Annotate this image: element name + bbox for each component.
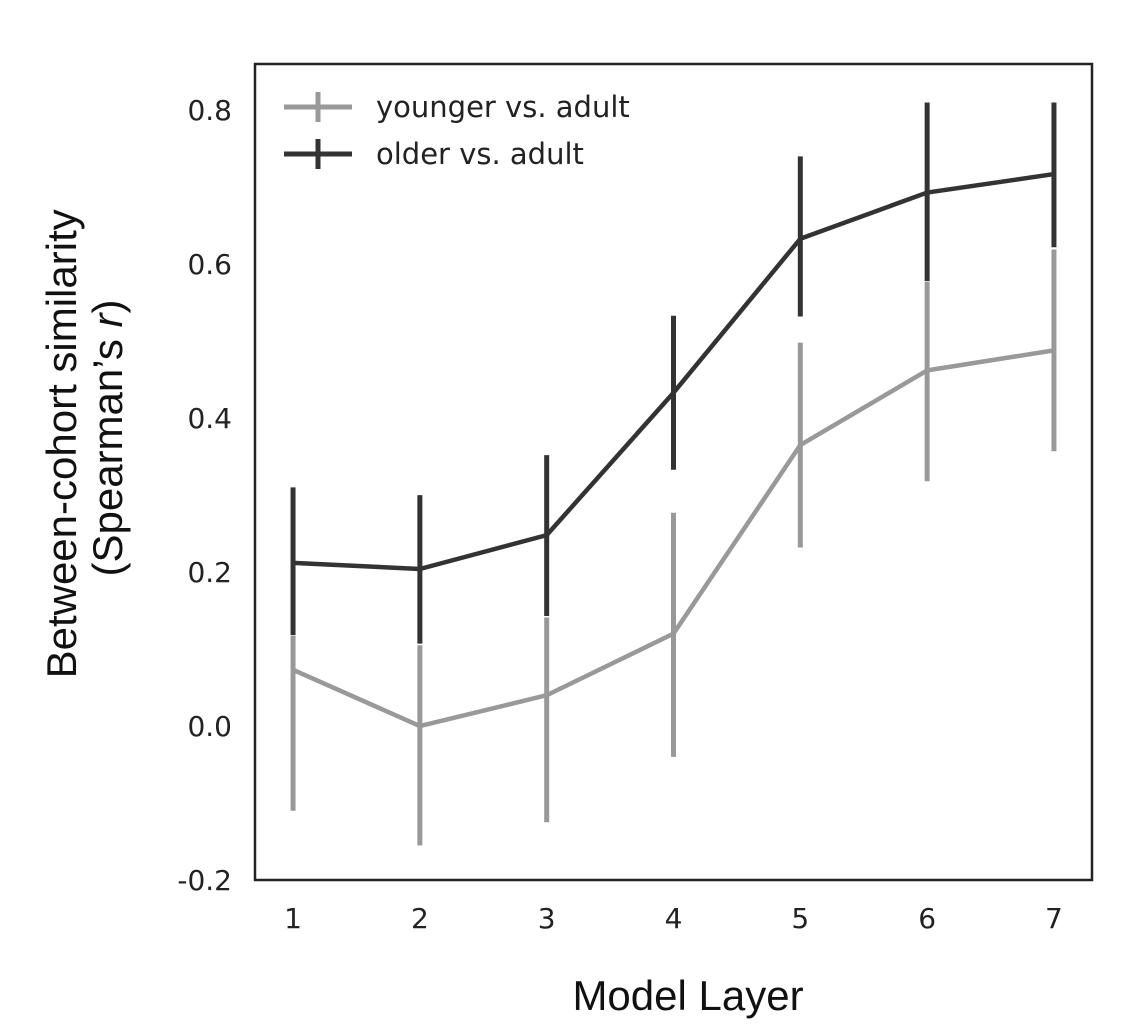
series-line: [290, 348, 1057, 729]
y-tick-labels: -0.2 0.0 0.2 0.4 0.6 0.8: [177, 94, 232, 897]
y-axis-label-line1: Between-cohort similarity: [38, 209, 85, 678]
x-tick-label: 4: [665, 902, 683, 935]
x-tick-labels: 1 2 3 4 5 6 7: [284, 902, 1063, 935]
series-2: [290, 102, 1057, 644]
series-layer: [290, 102, 1057, 846]
plot-frame: [253, 62, 1094, 882]
y-tick-label: -0.2: [177, 864, 232, 897]
y-axis-label-variable: r: [84, 311, 131, 327]
y-axis-label-prefix: (Spearman’s: [84, 327, 131, 576]
y-tick-label: 0.8: [187, 94, 232, 127]
legend: younger vs. adult older vs. adult: [284, 90, 630, 171]
x-tick-label: 1: [284, 902, 302, 935]
y-axis-label-suffix: ): [84, 299, 131, 313]
legend-label: older vs. adult: [376, 137, 584, 171]
y-axis-label-line2: (Spearman’s r): [84, 299, 131, 576]
x-tick-label: 3: [538, 902, 556, 935]
y-tick-label: 0.6: [187, 248, 232, 281]
legend-item: younger vs. adult: [284, 90, 630, 124]
series-1: [290, 249, 1057, 846]
legend-item: older vs. adult: [284, 137, 584, 171]
x-tick-label: 2: [411, 902, 429, 935]
series-line: [290, 171, 1057, 572]
y-tick-label: 0.4: [187, 402, 232, 435]
y-tick-label: 0.2: [187, 556, 232, 589]
x-tick-label: 5: [791, 902, 809, 935]
y-tick-label: 0.0: [187, 710, 232, 743]
x-tick-label: 7: [1045, 902, 1063, 935]
y-axis-label: Between-cohort similarity (Spearman’s r): [38, 198, 131, 679]
legend-label: younger vs. adult: [376, 90, 630, 124]
x-axis-label: Model Layer: [572, 972, 803, 1019]
x-tick-label: 6: [918, 902, 936, 935]
